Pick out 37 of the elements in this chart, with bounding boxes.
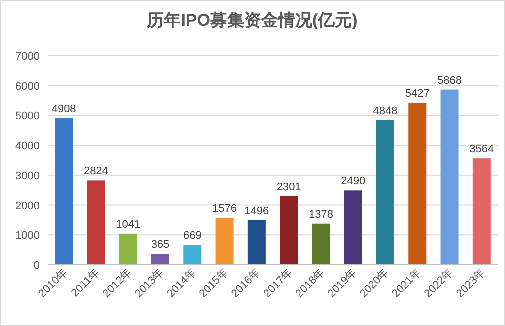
data-label: 365 [151, 239, 170, 252]
bar [440, 90, 459, 265]
y-tick-label: 3000 [16, 170, 40, 182]
bar [408, 102, 427, 265]
bar [248, 220, 266, 265]
y-tick-label: 2000 [16, 200, 40, 212]
chart-title: 历年IPO募集资金情况(亿元) [146, 11, 358, 30]
data-label: 2490 [341, 176, 366, 188]
y-tick-label: 6000 [16, 80, 40, 93]
data-label: 3564 [470, 144, 494, 156]
bar [119, 234, 138, 265]
y-tick-label: 7000 [16, 51, 40, 63]
bar [312, 224, 330, 265]
bar [216, 218, 234, 265]
y-tick-label: 1000 [16, 230, 40, 242]
data-label: 1041 [116, 218, 141, 231]
bar [55, 118, 74, 265]
data-label: 2824 [84, 166, 108, 178]
data-label: 4908 [52, 103, 76, 116]
data-label: 2301 [276, 181, 302, 194]
bar [152, 254, 170, 265]
bar [184, 245, 202, 265]
y-tick-label: 4000 [16, 140, 40, 153]
data-label: 4848 [373, 105, 398, 118]
bar [376, 120, 394, 265]
y-tick-label: 5000 [16, 110, 40, 123]
data-label: 5868 [438, 74, 462, 87]
bar [280, 196, 298, 265]
bar [87, 180, 106, 265]
data-label: 1496 [244, 205, 270, 218]
data-label: 1576 [212, 202, 238, 215]
bar [472, 158, 491, 265]
data-label: 5427 [405, 88, 430, 100]
data-label: 669 [183, 230, 202, 242]
bar [344, 190, 362, 265]
data-label: 1378 [308, 208, 334, 221]
y-tick-label: 0 [34, 260, 40, 272]
